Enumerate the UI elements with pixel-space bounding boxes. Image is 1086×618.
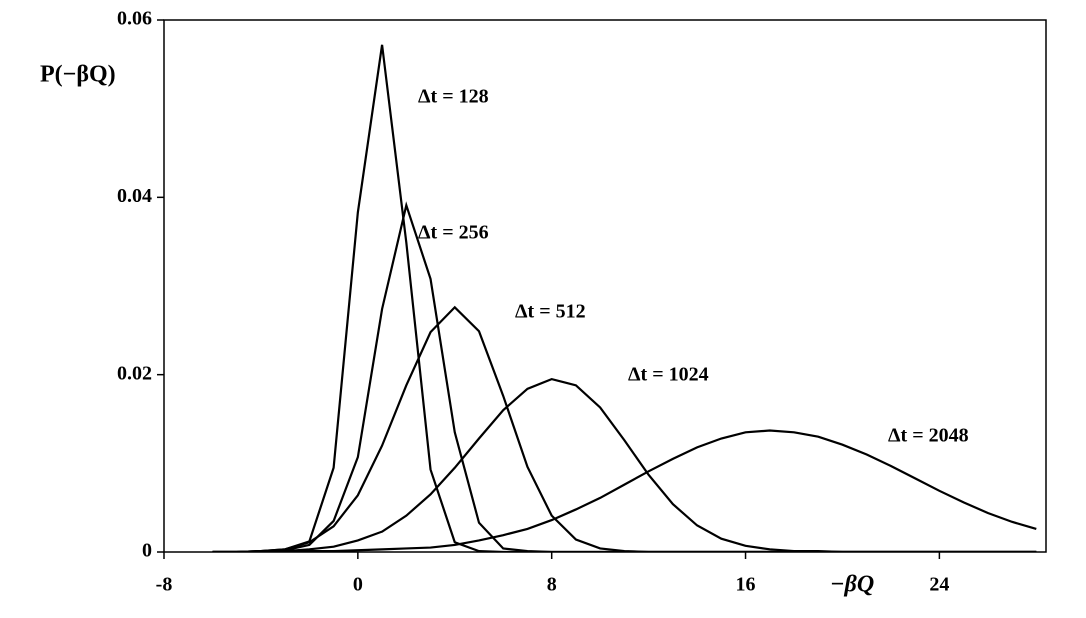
plot-frame	[163, 19, 1047, 553]
x-tick-label: 0	[353, 574, 363, 596]
series-label: Δt = 256	[418, 222, 489, 244]
series-label: Δt = 1024	[628, 364, 709, 386]
series-line	[212, 429, 1037, 552]
y-tick-label: 0.06	[117, 8, 152, 30]
series-line	[212, 201, 1037, 552]
x-tick-label: 16	[736, 574, 756, 596]
series-label: Δt = 2048	[888, 425, 969, 447]
series-line	[212, 44, 1037, 552]
series-label: Δt = 128	[418, 86, 489, 108]
y-tick-label: 0.04	[117, 185, 152, 207]
y-tick-label: 0	[142, 540, 152, 562]
x-tick-label: -8	[156, 574, 173, 596]
x-tick-label: 24	[929, 574, 949, 596]
x-tick-label: 8	[547, 574, 557, 596]
series-line	[212, 377, 1037, 552]
y-axis-label: P(−βQ)	[40, 62, 116, 88]
y-tick-label: 0.02	[117, 362, 152, 384]
x-axis-label: −βQ	[830, 572, 874, 598]
series-label: Δt = 512	[515, 301, 586, 323]
series-line	[212, 305, 1037, 552]
